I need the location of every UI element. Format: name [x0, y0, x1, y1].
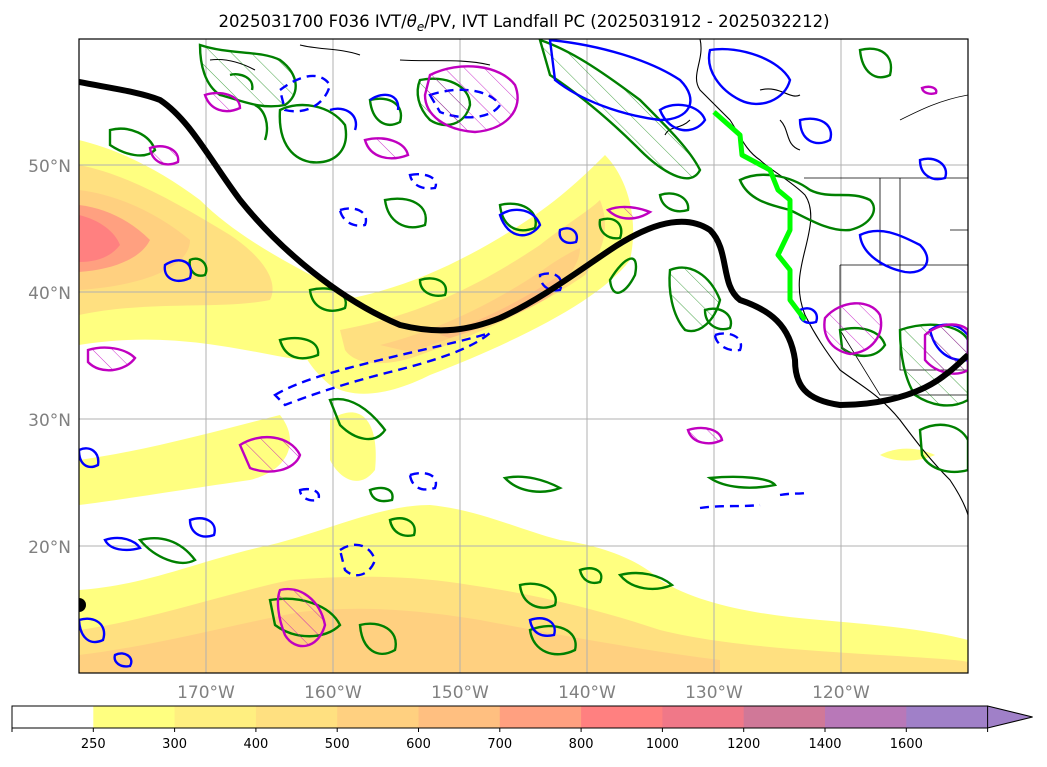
colorbar-tick-label: 1600	[890, 737, 923, 752]
lat-tick-label: 40°N	[28, 284, 71, 304]
main-contour	[79, 79, 968, 409]
colorbar-swatch	[499, 706, 582, 728]
pv-positive-contours	[79, 39, 968, 668]
colorbar-swatch	[93, 706, 176, 728]
colorbar-tick-label: 300	[162, 737, 187, 752]
landfall-regions	[86, 65, 968, 648]
map-gridlines	[79, 39, 968, 673]
colorbar-swatch	[418, 706, 501, 728]
colorbar: 250 300 400 500 600 700 800 1000 1200 1400 1600	[11, 705, 1033, 752]
colorbar-swatch	[743, 706, 826, 728]
colorbar-tick-label: 800	[569, 737, 594, 752]
lat-tick-label: 50°N	[28, 157, 71, 177]
colorbar-tick-label: 400	[243, 737, 268, 752]
map-frame	[78, 38, 969, 674]
lon-tick-label: 150°W	[431, 683, 489, 703]
colorbar-tick-label: 250	[81, 737, 106, 752]
colorbar-tick-label: 700	[487, 737, 512, 752]
colorbar-swatch	[12, 706, 94, 728]
colorbar-tick-label: 1200	[727, 737, 760, 752]
colorbar-tick-label: 600	[406, 737, 431, 752]
lat-tick-label: 30°N	[28, 411, 71, 431]
colorbar-swatch	[906, 706, 989, 728]
colorbar-swatch	[255, 706, 338, 728]
colorbar-tick-label: 1000	[646, 737, 679, 752]
colorbar-tick-label: 1400	[808, 737, 841, 752]
map-title: 2025031700 F036 IVT/θe/PV, IVT Landfall …	[218, 12, 829, 34]
lat-tick-label: 20°N	[28, 538, 71, 558]
longitude-labels: 170°W 160°W 150°W 140°W 130°W 120°W	[177, 683, 870, 703]
colorbar-swatch	[337, 706, 419, 728]
lon-tick-label: 160°W	[304, 683, 362, 703]
map-panel	[78, 38, 969, 674]
colorbar-swatch	[825, 706, 907, 728]
colorbar-extend-arrow	[987, 705, 1033, 729]
contour-endpoint-marker	[79, 598, 86, 612]
lon-tick-label: 170°W	[177, 683, 235, 703]
colorbar-swatch	[174, 706, 257, 728]
landfall-point-line	[712, 110, 807, 322]
lon-tick-label: 120°W	[812, 683, 870, 703]
ivt-shading	[79, 140, 968, 673]
latitude-labels: 20°N 30°N 40°N 50°N	[28, 157, 71, 558]
lon-tick-label: 140°W	[558, 683, 616, 703]
lon-tick-label: 130°W	[685, 683, 743, 703]
colorbar-swatch	[581, 706, 663, 728]
colorbar-tick-label: 500	[325, 737, 350, 752]
colorbar-swatch	[662, 706, 745, 728]
